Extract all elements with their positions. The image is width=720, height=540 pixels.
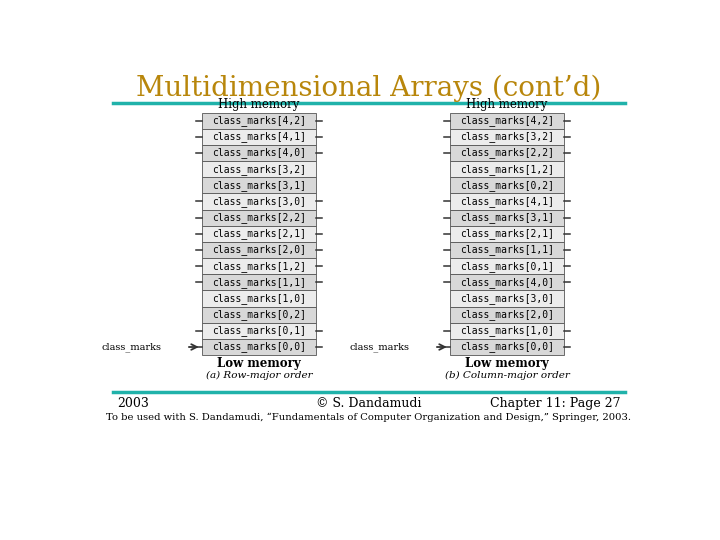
Text: class_marks[1,1]: class_marks[1,1] xyxy=(460,245,554,255)
Text: class_marks[4,0]: class_marks[4,0] xyxy=(460,277,554,288)
Bar xyxy=(449,145,564,161)
Text: class_marks[2,2]: class_marks[2,2] xyxy=(460,147,554,158)
Text: class_marks[3,0]: class_marks[3,0] xyxy=(212,196,306,207)
Text: To be used with S. Dandamudi, “Fundamentals of Computer Organization and Design,: To be used with S. Dandamudi, “Fundament… xyxy=(107,413,631,422)
Bar xyxy=(449,129,564,145)
Text: class_marks[2,2]: class_marks[2,2] xyxy=(212,212,306,223)
Text: class_marks[0,2]: class_marks[0,2] xyxy=(212,309,306,320)
Text: class_marks[1,2]: class_marks[1,2] xyxy=(212,261,306,272)
Text: class_marks[1,1]: class_marks[1,1] xyxy=(212,277,306,288)
Text: class_marks[0,1]: class_marks[0,1] xyxy=(212,326,306,336)
Bar xyxy=(449,339,564,355)
Text: class_marks: class_marks xyxy=(349,342,409,352)
Bar xyxy=(202,323,316,339)
Text: class_marks[2,0]: class_marks[2,0] xyxy=(460,309,554,320)
Text: class_marks[3,1]: class_marks[3,1] xyxy=(460,212,554,223)
Text: class_marks[0,0]: class_marks[0,0] xyxy=(460,342,554,353)
Bar xyxy=(449,242,564,258)
Text: class_marks[1,2]: class_marks[1,2] xyxy=(460,164,554,174)
Text: class_marks[2,0]: class_marks[2,0] xyxy=(212,245,306,255)
Bar xyxy=(202,210,316,226)
Bar xyxy=(449,274,564,291)
Bar xyxy=(202,193,316,210)
Bar xyxy=(449,258,564,274)
Text: class_marks[1,0]: class_marks[1,0] xyxy=(460,326,554,336)
Bar xyxy=(202,112,316,129)
Text: class_marks[4,1]: class_marks[4,1] xyxy=(212,131,306,142)
Bar xyxy=(449,226,564,242)
Text: class_marks[4,0]: class_marks[4,0] xyxy=(212,147,306,158)
Text: (b) Column-major order: (b) Column-major order xyxy=(444,370,570,380)
Text: (a) Row-major order: (a) Row-major order xyxy=(206,370,312,380)
Bar xyxy=(449,193,564,210)
Bar xyxy=(449,210,564,226)
Text: 2003: 2003 xyxy=(117,397,149,410)
Text: class_marks[4,1]: class_marks[4,1] xyxy=(460,196,554,207)
Bar xyxy=(449,112,564,129)
Text: class_marks[3,0]: class_marks[3,0] xyxy=(460,293,554,304)
Bar xyxy=(202,242,316,258)
Bar xyxy=(202,161,316,177)
Bar xyxy=(202,226,316,242)
Text: Multidimensional Arrays (cont’d): Multidimensional Arrays (cont’d) xyxy=(136,74,602,102)
Bar xyxy=(449,161,564,177)
Text: class_marks[2,1]: class_marks[2,1] xyxy=(460,228,554,239)
Bar xyxy=(449,291,564,307)
Bar xyxy=(449,323,564,339)
Text: class_marks: class_marks xyxy=(102,342,161,352)
Text: class_marks[1,0]: class_marks[1,0] xyxy=(212,293,306,304)
Text: Chapter 11: Page 27: Chapter 11: Page 27 xyxy=(490,397,621,410)
Text: class_marks[0,2]: class_marks[0,2] xyxy=(460,180,554,191)
Bar xyxy=(202,177,316,193)
Bar xyxy=(202,307,316,323)
Bar xyxy=(202,129,316,145)
Text: class_marks[2,1]: class_marks[2,1] xyxy=(212,228,306,239)
Text: class_marks[3,2]: class_marks[3,2] xyxy=(212,164,306,174)
Bar xyxy=(449,177,564,193)
Text: class_marks[3,2]: class_marks[3,2] xyxy=(460,131,554,142)
Bar xyxy=(202,145,316,161)
Bar xyxy=(202,258,316,274)
Bar xyxy=(202,291,316,307)
Bar xyxy=(449,307,564,323)
Text: © S. Dandamudi: © S. Dandamudi xyxy=(316,397,422,410)
Text: class_marks[3,1]: class_marks[3,1] xyxy=(212,180,306,191)
Bar xyxy=(202,274,316,291)
Text: class_marks[0,0]: class_marks[0,0] xyxy=(212,342,306,353)
Text: High memory: High memory xyxy=(467,98,548,111)
Text: class_marks[4,2]: class_marks[4,2] xyxy=(460,115,554,126)
Text: Low memory: Low memory xyxy=(217,357,301,370)
Text: High memory: High memory xyxy=(218,98,300,111)
Text: class_marks[0,1]: class_marks[0,1] xyxy=(460,261,554,272)
Text: class_marks[4,2]: class_marks[4,2] xyxy=(212,115,306,126)
Text: Low memory: Low memory xyxy=(465,357,549,370)
Bar xyxy=(202,339,316,355)
